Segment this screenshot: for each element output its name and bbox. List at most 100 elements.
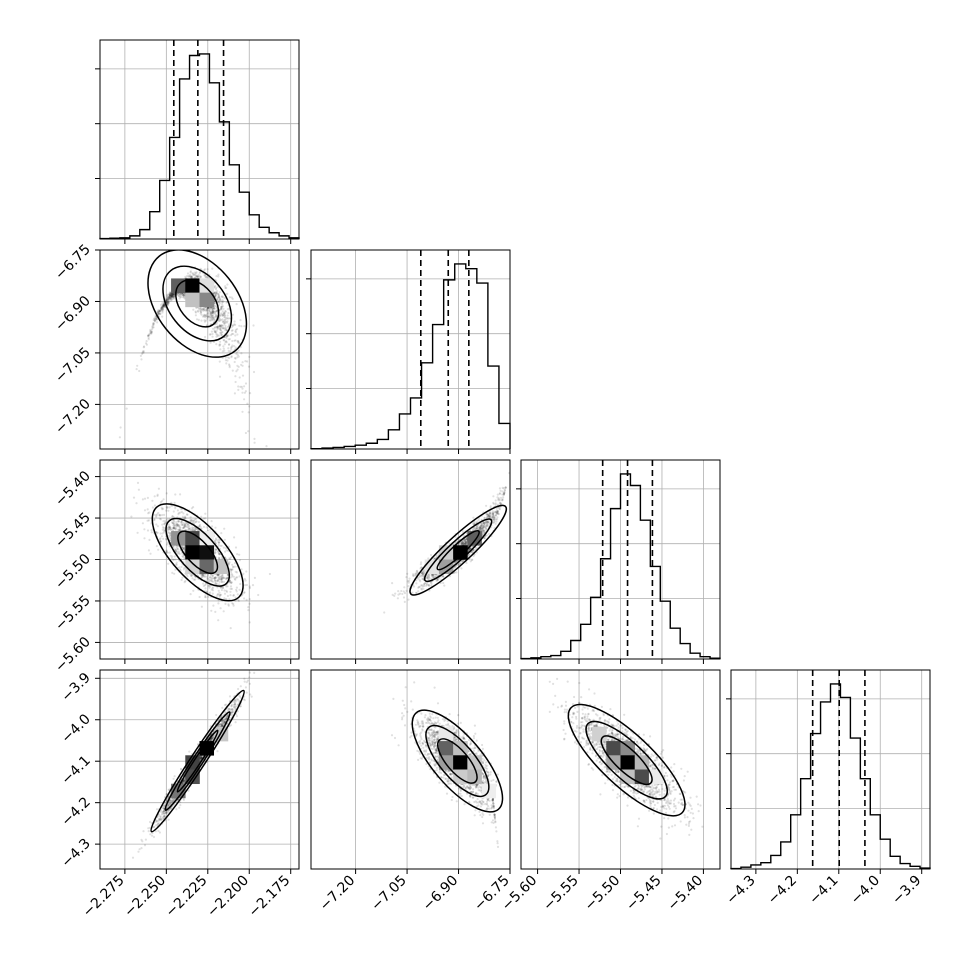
sample-point [236,553,239,556]
sample-point [145,340,148,343]
sample-point [225,597,228,601]
sample-point [482,522,485,525]
sample-point [209,307,212,310]
sample-point [161,307,164,310]
sample-point [190,507,193,510]
sample-point [226,308,229,311]
sample-point [174,493,177,496]
sample-point [180,510,183,514]
sample-point [248,585,251,588]
sample-point [224,310,227,313]
sample-point [210,330,213,333]
sample-point [193,526,196,529]
sample-point [176,550,179,553]
sample-point [487,513,490,516]
sample-point [218,580,221,584]
sample-point [232,566,235,569]
sample-point [158,309,161,313]
sample-point [182,548,185,551]
sample-point [166,293,169,296]
sample-point [426,577,430,580]
sample-point [182,546,185,549]
sample-point [203,319,206,322]
sample-point [155,514,158,517]
sample-point [181,555,184,558]
sample-point [217,543,220,546]
sample-point [189,516,192,519]
sample-point [169,294,172,297]
sample-point [171,294,174,297]
sample-point [162,526,165,529]
sample-point [234,328,237,331]
sample-point [222,577,225,580]
sample-point [208,309,211,312]
sample-point [243,591,246,594]
sample-point [227,343,231,346]
sample-point [225,340,228,343]
sample-point [152,323,155,326]
sample-point [231,369,234,372]
sample-point [153,319,156,322]
sample-point [234,375,237,378]
sample-point [148,334,151,337]
sample-point [224,324,227,327]
sample-point [217,273,220,276]
sample-point [175,524,178,527]
sample-point [165,298,168,302]
sample-point [165,506,168,509]
sample-point [166,301,169,304]
sample-point [160,303,163,306]
sample-point [235,352,238,355]
sample-point [153,317,156,320]
sample-point [187,527,190,530]
sample-point [177,520,180,523]
sample-point [173,294,176,298]
sample-point [484,525,487,528]
sample-point [415,591,418,595]
sample-point [226,334,229,338]
sample-point [486,519,489,522]
sample-point [174,527,177,530]
sample-point [167,528,170,531]
sample-point [158,538,161,541]
sample-point [461,543,464,546]
sample-point [211,587,214,590]
sample-point [214,576,217,579]
sample-point [203,268,207,271]
sample-point [211,310,214,313]
sample-point [464,543,467,546]
sample-point [156,493,159,496]
sample-point [215,548,218,551]
sample-point [221,310,224,313]
sample-point [230,570,233,573]
sample-point [218,324,221,328]
sample-point [160,535,163,538]
sample-point [189,271,192,274]
sample-point [501,490,504,493]
sample-point [221,326,224,330]
sample-point [234,578,237,581]
sample-point [480,524,483,527]
sample-point [248,621,251,624]
sample-point [163,523,166,526]
sample-point [153,513,156,516]
sample-point [200,319,203,322]
sample-point [219,553,222,556]
sample-point [183,523,186,527]
sample-point [157,312,160,315]
sample-point [215,333,218,336]
sample-point [165,294,169,297]
sample-point [222,586,225,590]
sample-point [172,294,175,297]
contour-level-3 [177,530,219,575]
sample-point [211,574,214,578]
sample-point [159,518,162,521]
sample-point [226,317,229,320]
sample-point [215,537,218,540]
sample-point [172,519,175,522]
sample-point [210,579,214,583]
sample-point [236,593,239,596]
sample-point [234,334,237,337]
sample-point [241,391,244,394]
